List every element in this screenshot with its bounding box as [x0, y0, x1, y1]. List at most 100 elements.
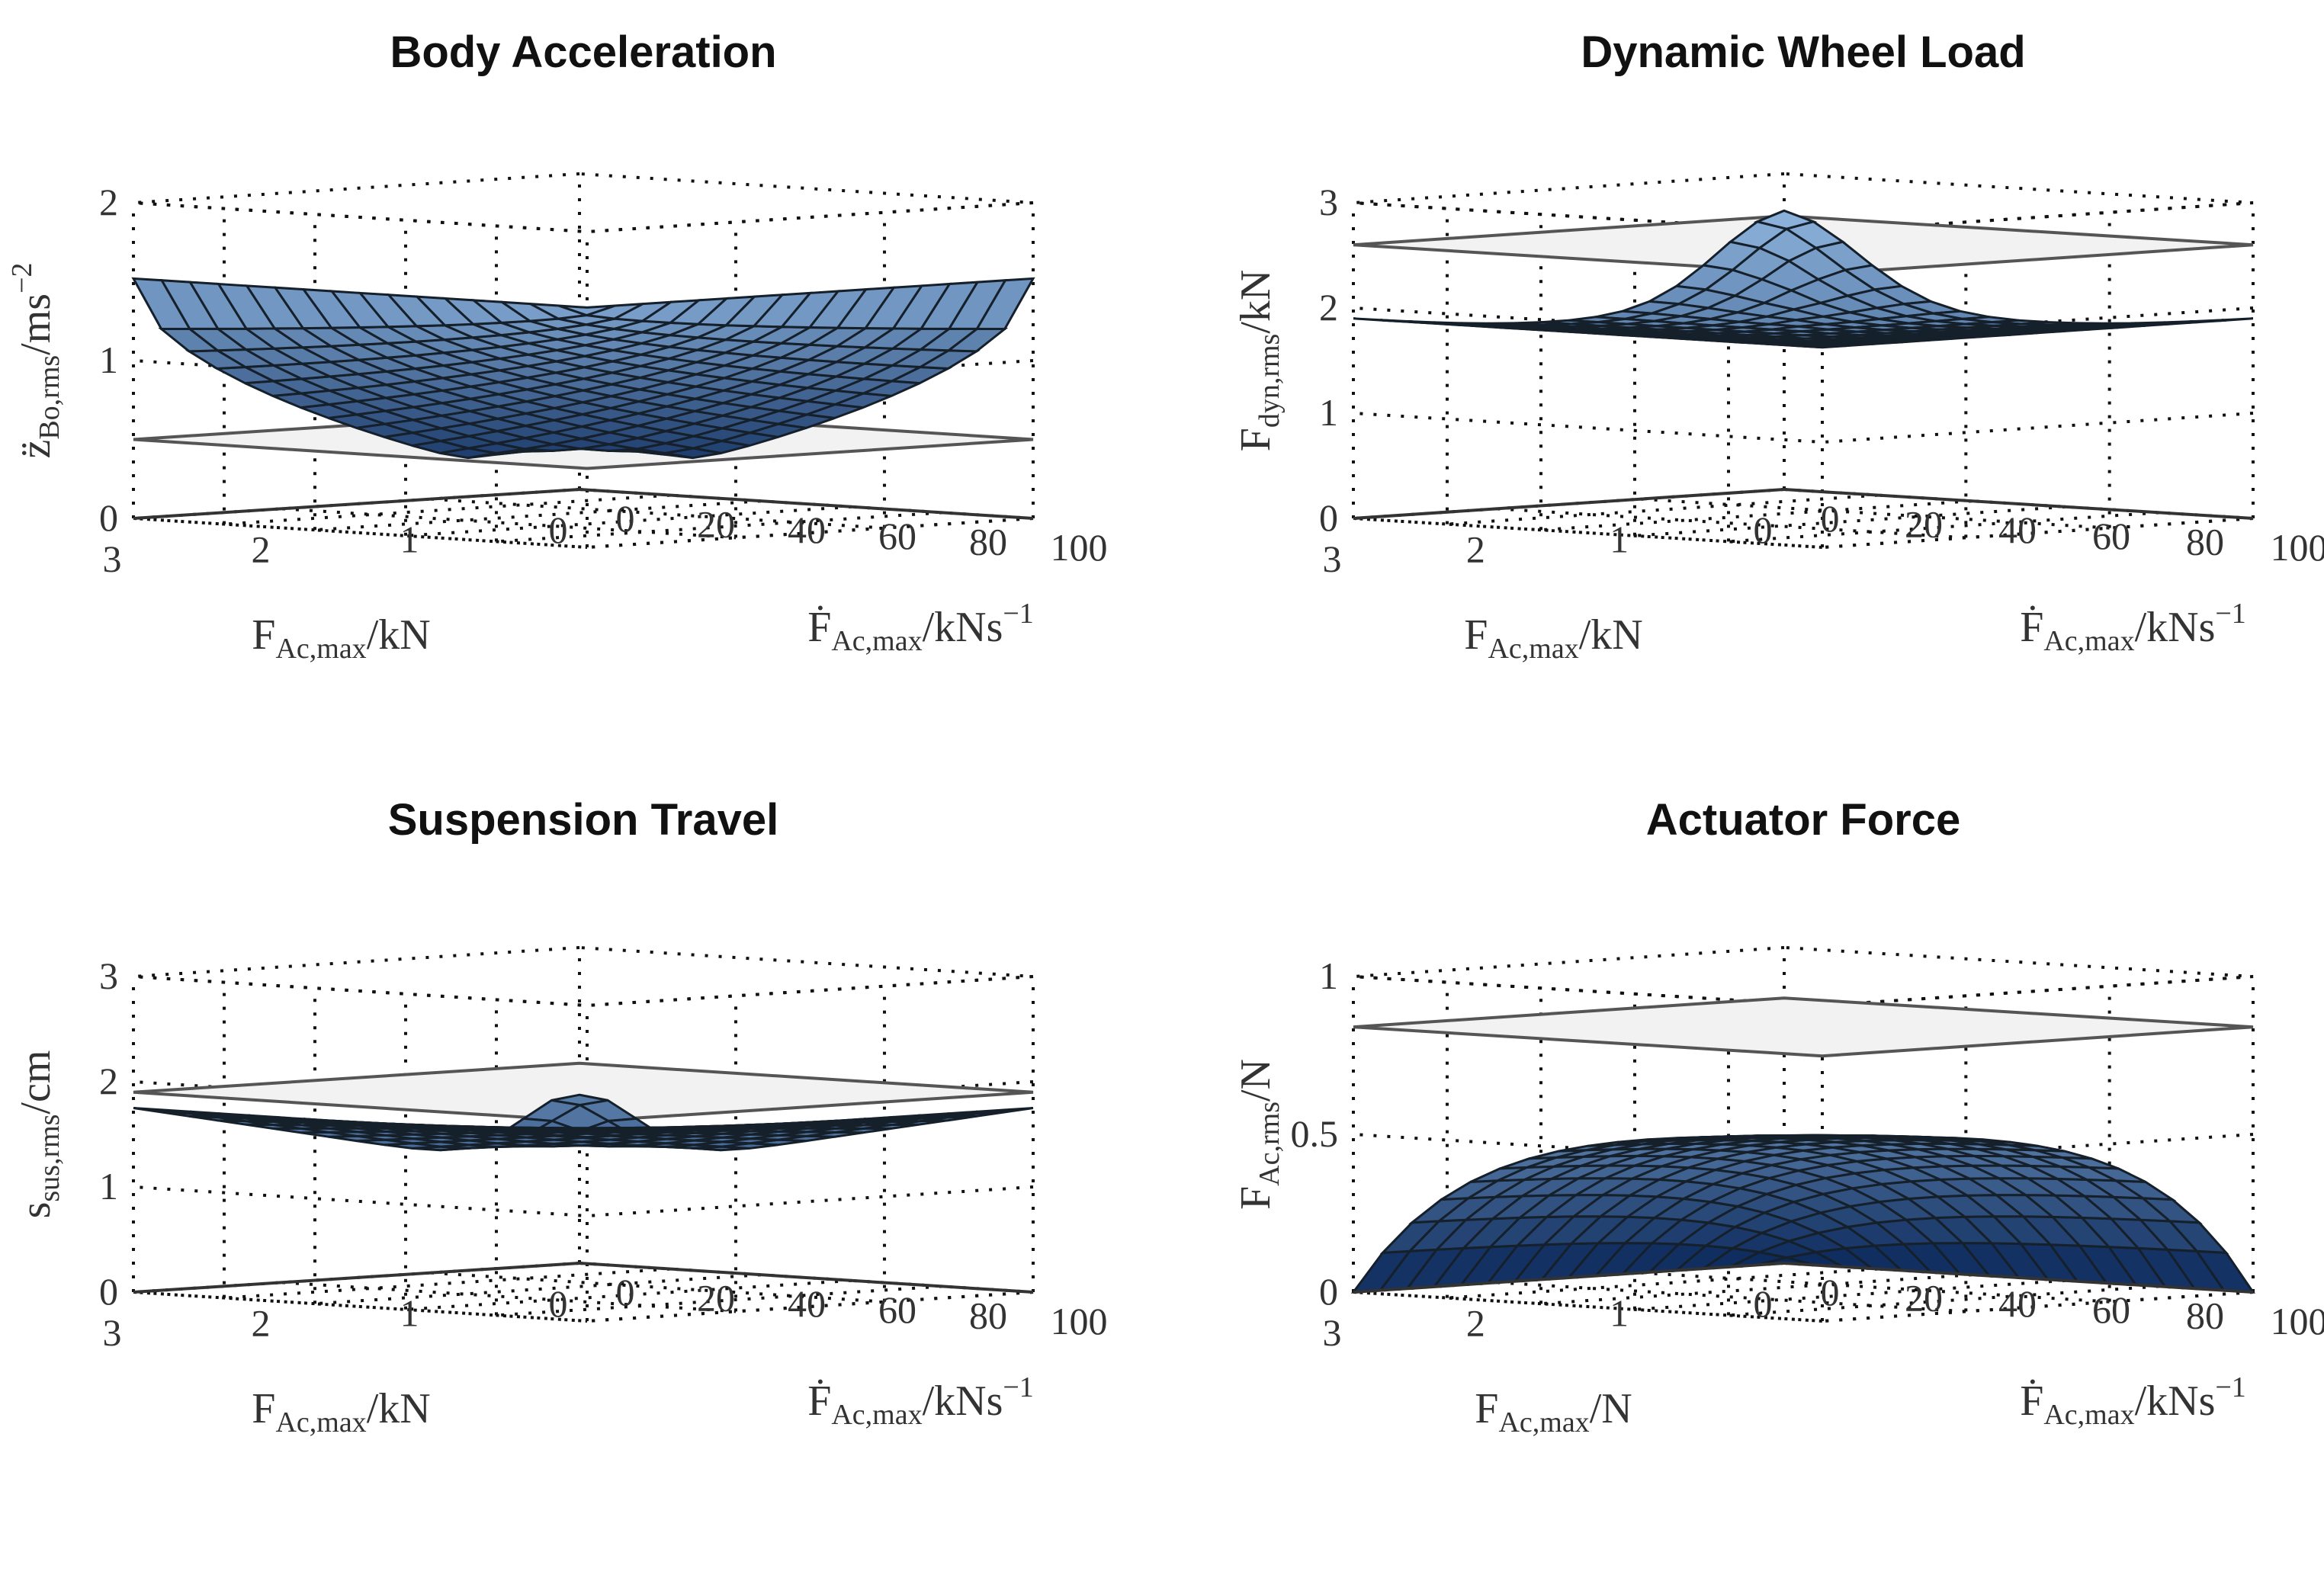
x-tick-label: 0 — [549, 508, 568, 551]
z-tick-label: 2 — [99, 181, 118, 223]
x-axis-line — [1353, 488, 1785, 520]
grid-z — [133, 975, 1034, 1008]
x-axis-line — [133, 488, 580, 520]
y-tick-label: 20 — [1905, 503, 1943, 546]
chart-title: Body Acceleration — [390, 27, 776, 77]
z-axis-label: FAc,rms/N — [1232, 1059, 1286, 1210]
y-tick-label: 60 — [878, 1288, 916, 1331]
y-tick-label: 20 — [1905, 1277, 1943, 1320]
grid-y-floor — [496, 511, 943, 544]
z-tick-label: 2 — [99, 1060, 118, 1102]
y-tick-label: 60 — [2092, 515, 2130, 557]
grid-x-floor — [1497, 1281, 1966, 1313]
z-axis-label: ssus,rms/cm — [12, 1050, 66, 1219]
x-tick-label: 3 — [1323, 1311, 1342, 1354]
z-axis-label-base: F — [1232, 428, 1279, 451]
surface-patch — [558, 1132, 615, 1139]
y-tick-label: 100 — [2271, 526, 2324, 569]
x-axis-label-unit: /kN — [367, 611, 431, 659]
grid-x-floor — [281, 1281, 737, 1313]
y-axis-label-base: Ḟ — [2020, 604, 2043, 651]
surface — [1350, 1134, 2255, 1294]
x-axis-label-base: F — [1464, 611, 1488, 659]
x-axis-label-sub: Ac,max — [1488, 633, 1578, 665]
grid-y-floor — [1540, 499, 1973, 532]
z-axis-label-base: F — [1232, 1186, 1279, 1210]
y-tick-label: 40 — [788, 508, 826, 551]
z-axis-label: z̈Bo,rms/ms−2 — [6, 262, 66, 458]
z-tick-label: 1 — [99, 338, 118, 381]
grid-y-floor — [223, 493, 671, 526]
y-axis-line — [579, 1262, 1034, 1294]
y-tick-label: 40 — [1998, 1282, 2037, 1325]
y-tick-label: 0 — [616, 1271, 635, 1313]
y-axis-line — [1783, 488, 2254, 520]
x-tick-label: 0 — [1754, 508, 1773, 551]
x-tick-label: 2 — [1466, 528, 1485, 570]
x-tick-label: 0 — [549, 1282, 568, 1325]
y-axis-label-unit: /kNs — [2135, 604, 2216, 651]
x-tick-label: 0 — [1754, 1282, 1773, 1325]
y-axis-label-base: Ḟ — [2020, 1378, 2043, 1425]
z-tick-label: 1 — [99, 1165, 118, 1208]
y-axis-line — [579, 488, 1034, 520]
z-axis-label-unit: /N — [1232, 1059, 1279, 1102]
grid-y-floor — [405, 505, 852, 537]
surface-patch — [1793, 344, 1850, 349]
y-axis-line — [1783, 1262, 2254, 1294]
y-axis-label-sub: Ac,max — [2043, 1399, 2134, 1431]
z-axis-label: Fdyn,rms/kN — [1232, 270, 1286, 452]
y-axis-label-unit: /kNs — [923, 1378, 1003, 1425]
surface — [1353, 209, 2254, 349]
z-axis-label-sub: Bo,rms — [34, 355, 66, 440]
x-axis-label-sub: Ac,max — [275, 1406, 366, 1438]
grid-y-floor — [405, 1278, 852, 1311]
grid-x-floor — [1640, 1271, 2110, 1304]
y-axis-label-unit: /kNs — [923, 604, 1003, 651]
x-axis-label: FAc,max/N — [1475, 1385, 1632, 1438]
y-tick-label: 100 — [2271, 1300, 2324, 1342]
z-tick-label: 0 — [99, 496, 118, 539]
y-tick-label: 20 — [697, 1277, 735, 1320]
x-axis-label-base: F — [252, 1385, 275, 1432]
x-tick-label: 1 — [1610, 1292, 1629, 1335]
y-axis-label-sub: Ac,max — [2043, 625, 2134, 657]
z-axis-label-sub: sus,rms — [34, 1115, 66, 1202]
x-axis-label-unit: /kN — [367, 1385, 431, 1432]
y-tick-label: 80 — [969, 520, 1007, 563]
x-tick-label: 2 — [1466, 1301, 1485, 1344]
surface-patch — [558, 304, 616, 317]
grid-x-floor — [281, 507, 737, 540]
grid-y-floor — [496, 1285, 943, 1317]
z-tick-label: 0 — [1319, 1270, 1338, 1313]
x-tick-label: 1 — [400, 518, 419, 561]
surface-patch — [1793, 1135, 1850, 1140]
z-axis-label-sub: dyn,rms — [1253, 334, 1286, 428]
x-tick-label: 3 — [103, 537, 122, 580]
z-tick-label: 1 — [1319, 954, 1338, 997]
y-tick-label: 40 — [788, 1282, 826, 1325]
z-axis-label-base: z̈ — [12, 440, 59, 459]
y-axis-label-base: Ḟ — [807, 1378, 831, 1425]
y-tick-label: 0 — [1821, 1271, 1840, 1313]
x-axis-label-unit: /N — [1590, 1385, 1632, 1432]
chart-title: Dynamic Wheel Load — [1581, 27, 2025, 77]
z-axis-label-sub: Ac,rms — [1253, 1102, 1286, 1186]
grid-y-floor — [314, 499, 762, 532]
x-tick-label: 3 — [1323, 537, 1342, 580]
surface — [133, 1093, 1034, 1152]
threshold-plane — [1353, 996, 2254, 1058]
grid-y-floor — [1540, 1273, 1973, 1306]
x-tick-label: 1 — [400, 1292, 419, 1335]
z-axis-label-base: s — [12, 1202, 59, 1219]
grid-y-floor — [1634, 1278, 2066, 1311]
x-axis-line — [133, 1262, 580, 1294]
grid-x-floor — [1353, 1291, 1823, 1323]
y-tick-label: 100 — [1051, 526, 1108, 569]
x-axis-label: FAc,max/kN — [252, 1385, 430, 1438]
box-top — [1353, 945, 2254, 1008]
z-tick-label: 3 — [1319, 181, 1338, 223]
chart-title: Suspension Travel — [388, 795, 779, 845]
